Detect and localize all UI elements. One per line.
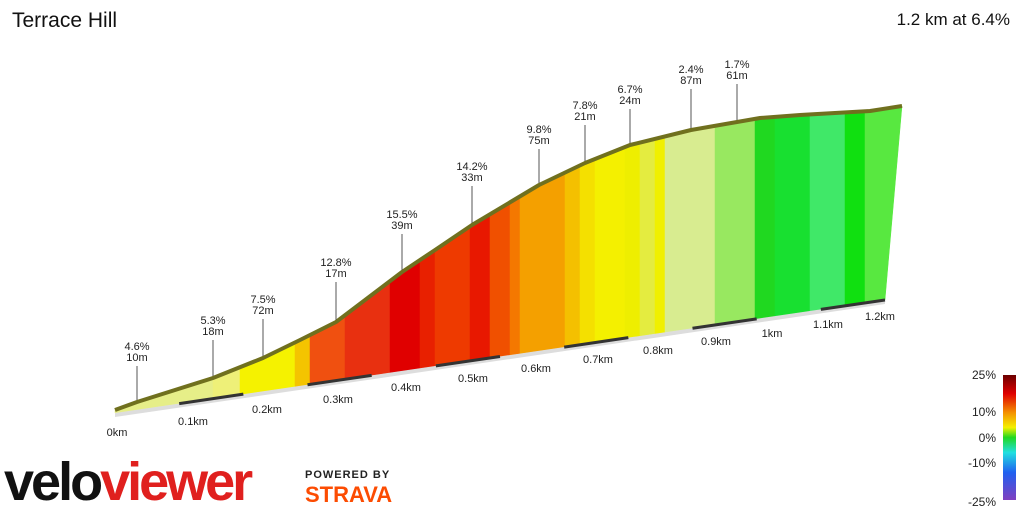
annotation-length: 75m <box>528 135 549 147</box>
annotation-length: 39m <box>391 220 412 232</box>
distance-label: 0.6km <box>521 363 551 375</box>
annotation-grade: 5.3% <box>200 315 225 327</box>
logo-velo: velo <box>4 452 101 512</box>
profile-slice <box>664 125 716 333</box>
base-segment <box>692 317 757 330</box>
annotation-length: 18m <box>202 326 223 338</box>
distance-label: 0.3km <box>323 394 353 406</box>
profile-slice <box>774 114 811 317</box>
base-segment <box>178 392 244 406</box>
annotation-grade: 9.8% <box>526 124 551 136</box>
annotation-grade: 4.6% <box>124 341 149 353</box>
annotation-length: 24m <box>619 95 640 107</box>
legend-label: 0% <box>979 431 997 445</box>
profile-slice <box>714 118 756 326</box>
distance-label: 0.9km <box>701 336 731 348</box>
profile-slice <box>754 116 776 320</box>
base-segment <box>435 355 501 368</box>
annotation-length: 33m <box>461 172 482 184</box>
profile-slice <box>639 138 656 337</box>
profile-slice <box>419 249 436 369</box>
base-segment <box>820 298 886 311</box>
distance-label: 0.8km <box>643 345 673 357</box>
distance-label: 1.1km <box>813 319 843 331</box>
legend-label: -25% <box>968 495 996 509</box>
distance-label: 0.5km <box>458 373 488 385</box>
annotation-grade: 7.8% <box>572 100 597 112</box>
profile-slice <box>864 105 903 304</box>
annotation-length: 10m <box>126 352 147 364</box>
profile-slice <box>579 158 596 346</box>
annotation-grade: 15.5% <box>386 209 417 221</box>
profile-slice <box>654 136 666 335</box>
profile-slice <box>594 146 626 343</box>
distance-label: 0.7km <box>583 354 613 366</box>
distance-label: 1km <box>762 328 783 340</box>
profile-slice <box>564 164 581 348</box>
profile-slice <box>809 112 846 312</box>
logo-viewer: viewer <box>100 452 253 512</box>
annotation-grade: 7.5% <box>250 294 275 306</box>
annotation-grade: 2.4% <box>678 64 703 76</box>
annotation-grade: 6.7% <box>617 84 642 96</box>
distance-label: 1.2km <box>865 311 895 323</box>
profile-slice <box>239 342 296 395</box>
base-segment <box>563 336 629 349</box>
profile-slice <box>469 213 491 362</box>
profile-slice <box>519 172 566 354</box>
annotation-grade: 1.7% <box>724 59 749 71</box>
annotation-length: 21m <box>574 111 595 123</box>
distance-label: 0km <box>107 427 128 439</box>
logo: veloviewer <box>4 452 253 512</box>
annotation-grade: 12.8% <box>320 257 351 269</box>
annotation-length: 61m <box>726 70 747 82</box>
profile-top <box>114 104 903 412</box>
powered-by: POWERED BY <box>305 469 390 481</box>
profile <box>114 104 903 417</box>
annotation-grade: 14.2% <box>456 161 487 173</box>
legend: 25% 10% 0% -10% -25% <box>968 368 996 509</box>
annotation-length: 87m <box>680 75 701 87</box>
distance-label: 0.1km <box>178 416 208 428</box>
profile-slice <box>489 201 511 359</box>
distance-label: 0.2km <box>252 404 282 416</box>
profile-slice <box>624 142 641 339</box>
strava: STRAVA <box>305 482 392 507</box>
distance-axis: 0km 0.1km 0.2km 0.3km 0.4km 0.5km 0.6km 0.7km 0.… <box>107 311 895 439</box>
profile-slice <box>844 111 866 307</box>
base-segment <box>307 373 372 387</box>
legend-label: 25% <box>972 368 996 382</box>
legend-label: 10% <box>972 405 996 419</box>
title: Terrace Hill <box>12 9 117 32</box>
annotation-length: 17m <box>325 268 346 280</box>
base-strip <box>115 300 885 417</box>
legend-label: -10% <box>968 456 996 470</box>
legend-bar <box>1003 375 1016 500</box>
distance-label: 0.4km <box>391 382 421 394</box>
profile-slice <box>509 195 521 356</box>
summary: 1.2 km at 6.4% <box>897 10 1010 29</box>
annotation-length: 72m <box>252 305 273 317</box>
annotations: 4.6%10m 5.3%18m 7.5%72m 12.8%17m 15.5%39m 14.… <box>124 59 750 400</box>
